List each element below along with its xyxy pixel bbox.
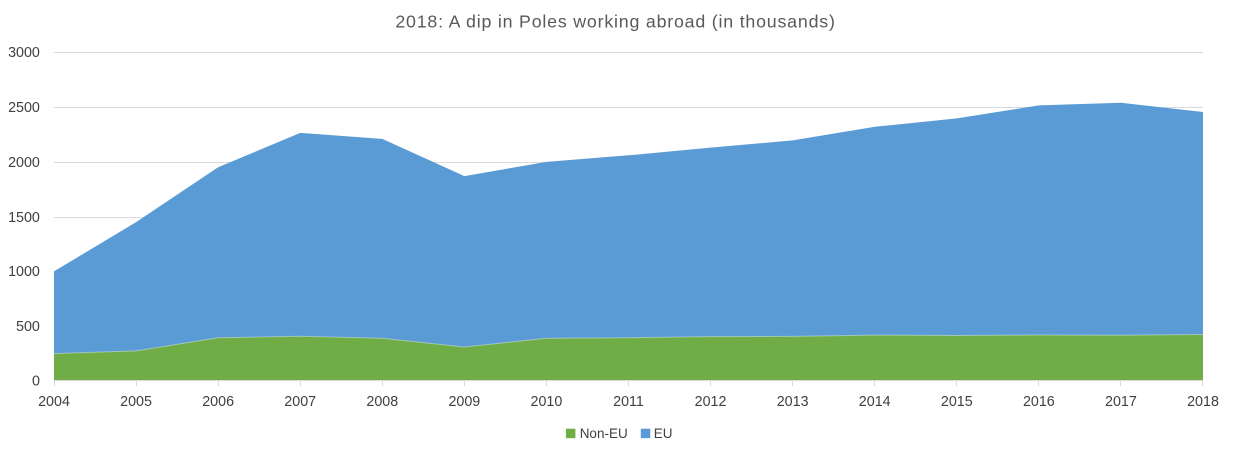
svg-text:2000: 2000 <box>8 155 40 171</box>
svg-text:2018: 2018 <box>1187 394 1219 410</box>
svg-text:Non-EU: Non-EU <box>580 426 628 441</box>
svg-text:2005: 2005 <box>120 394 152 410</box>
svg-text:2009: 2009 <box>448 394 480 410</box>
svg-text:2016: 2016 <box>1023 394 1055 410</box>
svg-text:2018: A dip in Poles working a: 2018: A dip in Poles working abroad (in … <box>395 11 835 31</box>
svg-text:2013: 2013 <box>777 394 809 410</box>
svg-text:1500: 1500 <box>8 210 40 226</box>
svg-text:2012: 2012 <box>695 394 727 410</box>
svg-text:3000: 3000 <box>8 45 40 61</box>
svg-text:500: 500 <box>16 319 40 335</box>
svg-text:2014: 2014 <box>859 394 891 410</box>
svg-text:0: 0 <box>32 374 40 390</box>
svg-text:2006: 2006 <box>202 394 234 410</box>
svg-text:1000: 1000 <box>8 264 40 280</box>
svg-text:2008: 2008 <box>366 394 398 410</box>
svg-text:2500: 2500 <box>8 100 40 116</box>
svg-text:2004: 2004 <box>38 394 70 410</box>
svg-text:2010: 2010 <box>531 394 563 410</box>
svg-text:2011: 2011 <box>613 394 644 410</box>
svg-text:2015: 2015 <box>941 394 973 410</box>
svg-text:2007: 2007 <box>284 394 316 410</box>
svg-text:EU: EU <box>654 426 673 441</box>
svg-text:2017: 2017 <box>1105 394 1137 410</box>
